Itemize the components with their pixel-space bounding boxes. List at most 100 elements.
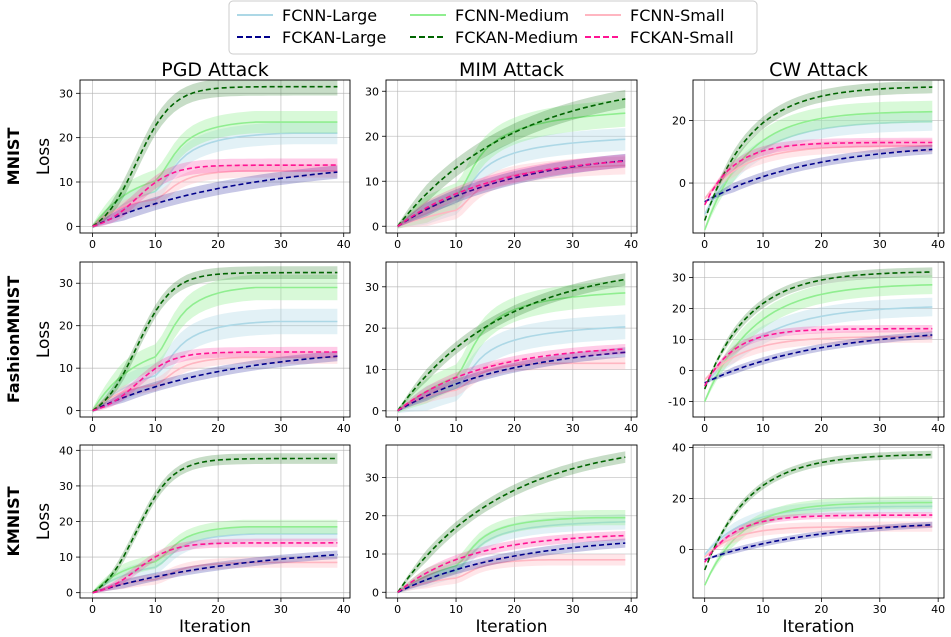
x-tick-label: 20 [507, 422, 521, 435]
y-tick-label: 20 [365, 130, 379, 143]
line-fckan-medium [92, 271, 338, 412]
line-fcnn-small [397, 362, 626, 412]
band-fcnn-medium [397, 510, 626, 594]
line-fckan-small [704, 514, 933, 563]
x-tick-label: 20 [211, 603, 225, 616]
x-tick-label: 40 [624, 422, 638, 435]
x-tick-label: 10 [148, 603, 162, 616]
x-tick-label: 0 [89, 238, 96, 251]
line-fckan-large [92, 553, 338, 594]
line-fckan-medium [397, 456, 626, 593]
x-tick-label: 10 [148, 422, 162, 435]
y-tick-label: 20 [59, 320, 73, 333]
band-fckan-large [397, 153, 626, 228]
line-fckan-large [397, 351, 626, 412]
y-tick-label: 0 [679, 544, 686, 557]
line-fckan-small [92, 542, 338, 594]
plot-area [703, 267, 933, 404]
band-fcnn-medium [704, 496, 933, 587]
line-fcnn-medium [703, 284, 933, 402]
y-tick-label: 30 [59, 480, 73, 493]
panel-frame [79, 79, 351, 234]
legend-label-fcnn-medium: FCNN-Medium [455, 6, 569, 25]
x-tick-label: 10 [756, 422, 770, 435]
legend-label-fckan-large: FCKAN-Large [282, 28, 386, 47]
x-tick-label: 30 [274, 238, 288, 251]
x-tick-label: 30 [566, 422, 580, 435]
legend-label-fcnn-small: FCNN-Small [630, 6, 725, 25]
band-fcnn-large [704, 500, 933, 556]
panel-mnist-mim-attack: 0 10 20 30 40 0 10 20 30 [365, 79, 638, 251]
line-fcnn-small [92, 170, 338, 227]
line-fckan-large [704, 524, 933, 561]
plot-area [397, 451, 626, 594]
band-fckan-medium [397, 273, 626, 412]
y-tick-label: -10 [668, 396, 686, 409]
line-fckan-small [397, 534, 626, 593]
line-fckan-large [704, 148, 933, 203]
band-fckan-large [397, 538, 626, 594]
y-tick-label: 10 [365, 363, 379, 376]
x-tick-label: 10 [148, 238, 162, 251]
line-fckan-small [704, 327, 933, 387]
plot-area [397, 273, 626, 414]
band-fckan-small [704, 512, 933, 563]
line-fckan-medium [397, 278, 626, 412]
plot-area [91, 266, 338, 414]
x-tick-label: 30 [873, 422, 887, 435]
x-axis-label: Iteration [782, 617, 854, 637]
panel-frame [385, 444, 638, 599]
y-tick-label: 30 [365, 281, 379, 294]
line-fcnn-large [92, 533, 338, 594]
y-tick-label: 40 [672, 442, 686, 455]
plot-area [703, 80, 933, 233]
y-tick-label: 20 [59, 516, 73, 529]
panel-frame [692, 444, 945, 599]
band-fcnn-large [397, 514, 626, 594]
line-fcnn-large [92, 320, 338, 412]
x-tick-label: 0 [394, 238, 401, 251]
panel-mnist-pgd-attack: 0 10 20 30 40 0 10 20 30 [59, 79, 351, 251]
row-label-mnist: MNIST [4, 128, 23, 186]
x-tick-label: 30 [274, 603, 288, 616]
y-tick-label: 30 [59, 87, 73, 100]
band-fckan-large [92, 351, 338, 412]
x-tick-label: 0 [394, 603, 401, 616]
y-tick-label: 20 [672, 115, 686, 128]
line-fcnn-small [397, 164, 626, 228]
legend-label-fcnn-large: FCNN-Large [282, 6, 377, 25]
line-fcnn-large [92, 132, 338, 227]
band-fcnn-small [704, 330, 933, 381]
line-fcnn-medium [397, 516, 626, 593]
band-fckan-large [704, 521, 933, 561]
y-tick-label: 20 [365, 510, 379, 523]
row-label-fashionmnist: FashionMNIST [4, 276, 23, 403]
panel-frame [385, 79, 638, 234]
panel-kmnist-cw-attack: 0 10 20 30 40 0 20 40 [672, 442, 945, 616]
line-fckan-large [704, 334, 933, 384]
y-tick-label: 10 [365, 175, 379, 188]
line-fckan-large [397, 542, 626, 594]
panels: 0 10 20 30 40 0 10 20 30 0 10 20 30 40 0 10 20 30 0 10 20 30 4… [59, 79, 945, 616]
y-tick-label: 40 [59, 444, 73, 457]
x-axis-label: Iteration [475, 617, 547, 637]
x-tick-label: 0 [701, 422, 708, 435]
line-fcnn-small [92, 356, 338, 412]
panel-mnist-cw-attack: 0 10 20 30 40 0 20 [672, 79, 945, 251]
line-fcnn-small [704, 144, 933, 200]
y-tick-label: 30 [365, 472, 379, 485]
y-tick-label: 0 [66, 587, 73, 600]
band-fckan-small [397, 154, 626, 228]
y-tick-label: 0 [372, 405, 379, 418]
y-tick-label: 0 [66, 220, 73, 233]
x-tick-label: 40 [624, 603, 638, 616]
y-tick-label: 30 [365, 85, 379, 98]
x-tick-label: 30 [566, 603, 580, 616]
x-tick-label: 40 [624, 238, 638, 251]
x-tick-label: 20 [814, 603, 828, 616]
panel-fashionmnist-cw-attack: 0 10 20 30 40 -10 0 10 20 30 [668, 261, 945, 435]
x-tick-label: 20 [814, 238, 828, 251]
line-fcnn-small [397, 559, 626, 594]
line-fcnn-medium [91, 286, 338, 412]
x-tick-label: 40 [931, 422, 945, 435]
